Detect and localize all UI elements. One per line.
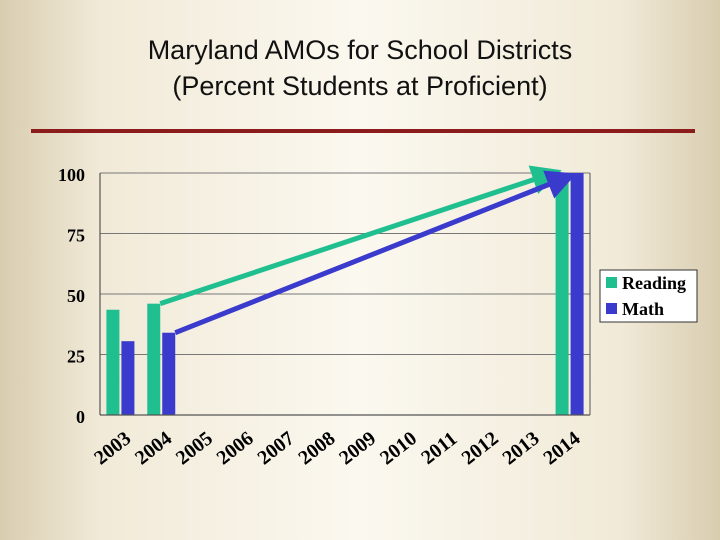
x-tick-label: 2005 — [172, 427, 217, 469]
legend: Reading Math — [599, 269, 698, 323]
legend-label-reading: Reading — [622, 273, 686, 293]
x-tick-label: 2012 — [458, 427, 503, 469]
trend-arrow-reading — [159, 165, 562, 307]
y-tick-label: 25 — [67, 347, 85, 367]
bar-math-2003 — [121, 341, 135, 415]
slide-title: Maryland AMOs for School Districts (Perc… — [60, 32, 660, 104]
legend-swatch-math — [606, 303, 617, 314]
bar-layer — [106, 173, 584, 415]
slide-title-line-2: (Percent Students at Proficient) — [172, 71, 548, 101]
y-tick-label: 50 — [67, 286, 85, 306]
y-tick-label: 100 — [58, 165, 85, 185]
bar-math-2014 — [570, 173, 584, 415]
axis-layer — [99, 173, 591, 416]
legend-label-math: Math — [622, 299, 664, 319]
legend-swatch-reading — [606, 277, 617, 288]
x-tick-label: 2003 — [90, 427, 135, 469]
x-tick-label: 2004 — [131, 427, 176, 469]
x-tick-label: 2010 — [376, 427, 421, 469]
trend-arrow-math — [174, 170, 577, 336]
y-tick-label: 0 — [76, 407, 85, 427]
x-tick-label: 2009 — [335, 427, 380, 469]
title-divider — [31, 129, 695, 133]
tick-label-layer: 0255075100200320042005200620072008200920… — [58, 165, 584, 469]
arrow-layer — [159, 165, 577, 336]
x-tick-label: 2007 — [254, 427, 299, 469]
bar-reading-2004 — [147, 303, 161, 415]
x-tick-label: 2013 — [499, 427, 544, 469]
bar-reading-2014 — [555, 173, 569, 415]
bar-math-2004 — [162, 332, 176, 415]
x-tick-label: 2014 — [539, 427, 584, 469]
bar-reading-2003 — [106, 309, 120, 415]
x-tick-label: 2008 — [294, 427, 339, 469]
y-tick-label: 75 — [67, 226, 85, 246]
slide-title-line-1: Maryland AMOs for School Districts — [147, 35, 573, 65]
x-tick-label: 2006 — [213, 427, 258, 469]
x-tick-label: 2011 — [417, 428, 461, 469]
